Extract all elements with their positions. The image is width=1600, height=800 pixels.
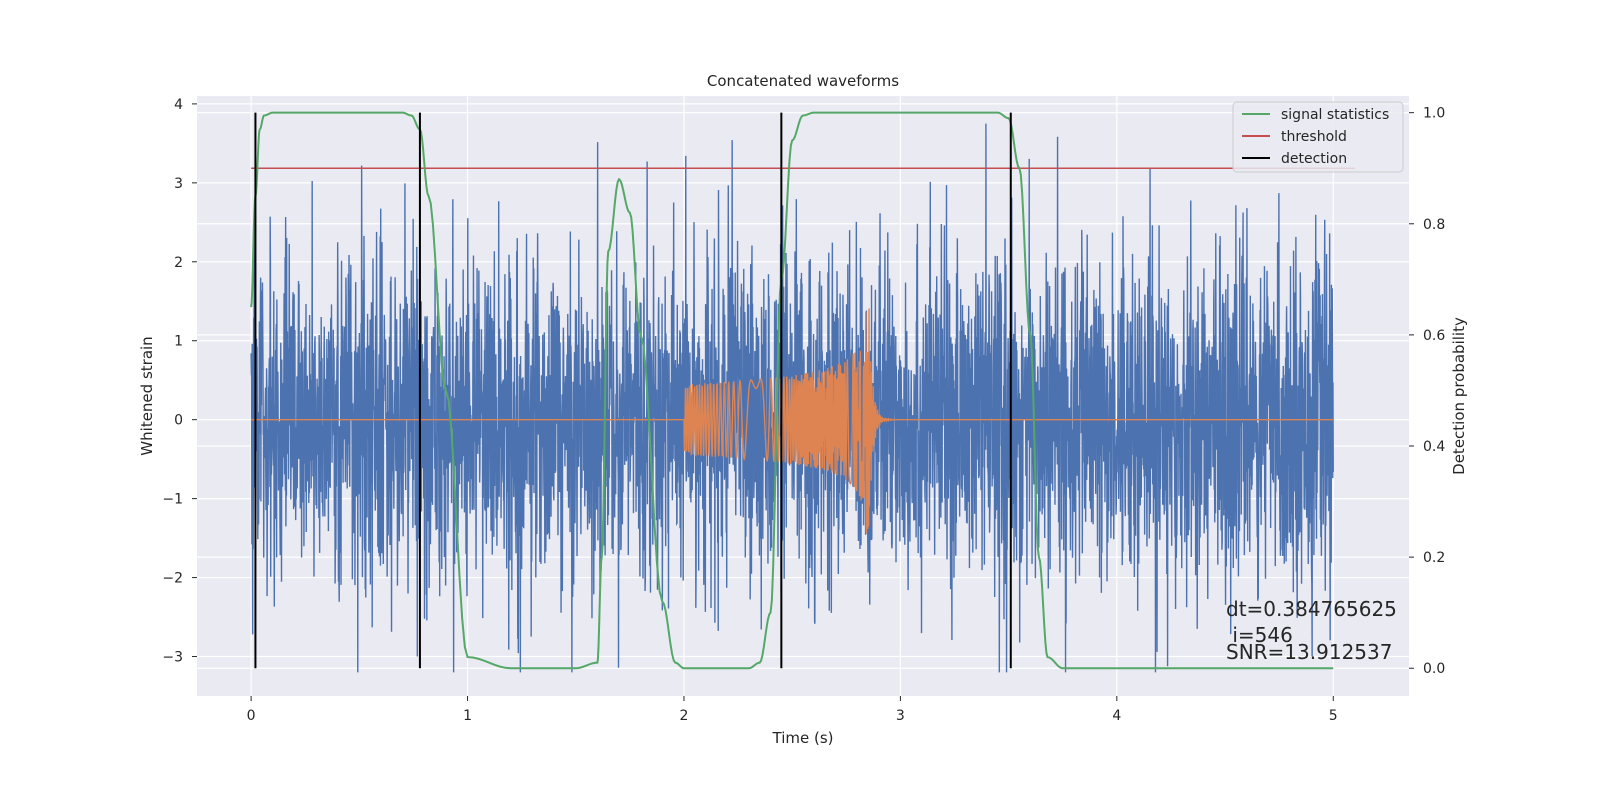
- y-axis-label: Whitened strain: [138, 336, 156, 455]
- annotation-dt: dt=0.384765625: [1226, 597, 1397, 621]
- legend: signal statistics threshold detection: [1232, 101, 1404, 173]
- x-tick-label-4: 4: [1112, 708, 1121, 724]
- y-tick-label-6: 3: [174, 176, 183, 192]
- data-layer: [250, 111, 1355, 673]
- y2-tick-label-1: 0.2: [1423, 550, 1445, 566]
- legend-box: [1232, 101, 1404, 173]
- y-tick-label-2: −1: [162, 492, 183, 508]
- strain-injection-line: [251, 308, 1334, 534]
- y-tick-label-0: −3: [162, 650, 183, 666]
- x-tick-label-1: 1: [463, 708, 472, 724]
- legend-label-detection: detection: [1281, 151, 1347, 167]
- y2-tick-label-5: 1.0: [1423, 106, 1445, 122]
- x-axis-label: Time (s): [772, 729, 834, 747]
- y2-tick-label-0: 0.0: [1423, 661, 1445, 677]
- x-tick-label-3: 3: [896, 708, 905, 724]
- y2-tick-label-2: 0.4: [1423, 439, 1445, 455]
- y-tick-label-7: 4: [174, 97, 183, 113]
- annotation-snr: SNR=13.912537: [1226, 640, 1392, 664]
- x-tick-label-0: 0: [247, 708, 256, 724]
- legend-label-signal-statistics: signal statistics: [1281, 107, 1389, 123]
- strain-noise-line: [250, 123, 1334, 673]
- axes: 0 1 2 3 4 5 −3 −2 −1 0 1 2 3 4 0.0 0.2 0.4 0.6 0.8 1.0: [162, 97, 1445, 724]
- y2-axis-label: Detection probability: [1450, 317, 1468, 475]
- y2-tick-label-4: 0.8: [1423, 217, 1445, 233]
- y-tick-label-3: 0: [174, 413, 183, 429]
- annotation-i: i=546: [1226, 623, 1293, 647]
- legend-label-threshold: threshold: [1281, 129, 1347, 145]
- y2-tick-label-3: 0.6: [1423, 328, 1445, 344]
- y-tick-label-4: 1: [174, 334, 183, 350]
- y-tick-label-1: −2: [162, 571, 183, 587]
- x-tick-label-2: 2: [680, 708, 689, 724]
- chart-title: Concatenated waveforms: [707, 72, 899, 90]
- signal-statistics-line: [250, 111, 1334, 670]
- y-tick-label-5: 2: [174, 255, 183, 271]
- x-tick-label-5: 5: [1329, 708, 1338, 724]
